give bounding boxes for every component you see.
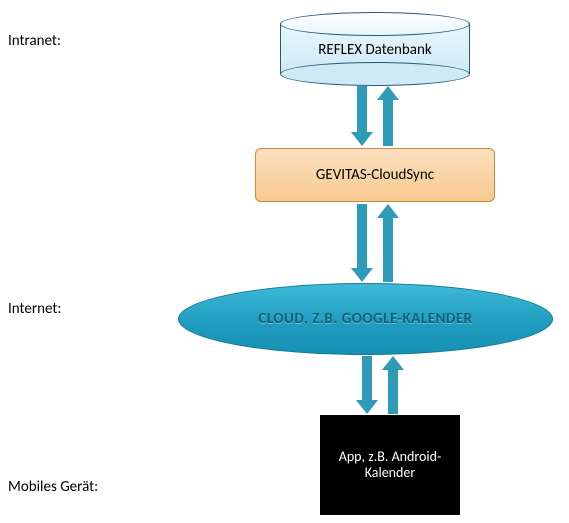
node-cloud-label: CLOUD, Z.B. GOOGLE-KALENDER [258, 310, 472, 328]
diagram-canvas: Intranet: Internet: Mobiles Gerät: REFLE… [0, 0, 569, 523]
node-database-label: REFLEX Datenbank [280, 41, 470, 59]
node-cloudsync: GEVITAS-CloudSync [255, 148, 495, 202]
label-mobile: Mobiles Gerät: [8, 478, 98, 496]
label-intranet: Intranet: [8, 32, 61, 50]
label-internet: Internet: [8, 300, 61, 318]
arrow-cloud-app [356, 356, 404, 414]
node-app: App, z.B. Android-Kalender [320, 415, 460, 515]
arrow-sync-cloud [351, 204, 399, 282]
node-cloudsync-label: GEVITAS-CloudSync [316, 166, 434, 184]
arrow-db-sync [351, 86, 399, 146]
node-cloud: CLOUD, Z.B. GOOGLE-KALENDER [178, 283, 553, 355]
node-app-label: App, z.B. Android-Kalender [338, 449, 443, 481]
node-database: REFLEX Datenbank [280, 12, 470, 84]
